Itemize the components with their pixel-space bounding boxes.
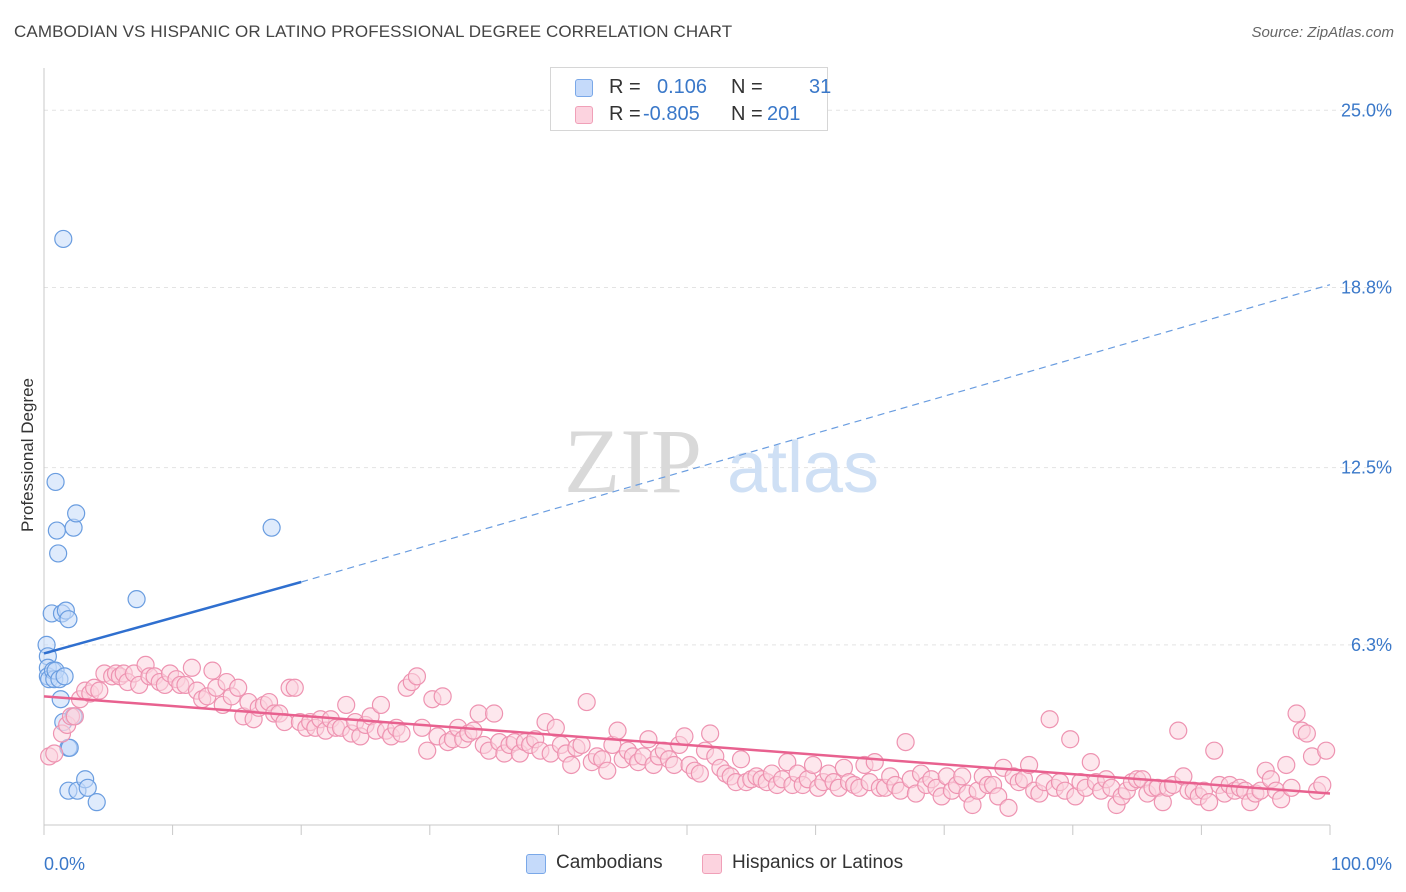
data-point [182, 658, 201, 677]
data-point [469, 704, 488, 723]
legend-row-hispanics: R = -0.805 N = 201 [551, 101, 827, 129]
data-point [989, 787, 1008, 806]
series-cambodians [37, 229, 281, 812]
legend-label-hispanics: Hispanics or Latinos [732, 852, 904, 873]
data-point [1313, 775, 1332, 795]
x-tick-label-max: 100.0% [1331, 854, 1392, 874]
data-point [46, 472, 65, 492]
data-point [67, 504, 86, 523]
legend-label-cambodians: Cambodians [556, 852, 663, 873]
r-value: 0.106 [657, 76, 708, 98]
x-tick-label-min: 0.0% [44, 854, 85, 874]
data-point [803, 755, 823, 775]
data-point [577, 692, 596, 712]
r-label: R = [609, 76, 641, 98]
data-point [1081, 753, 1100, 772]
data-point [1061, 730, 1080, 749]
legend-swatch-hispanics [575, 106, 593, 124]
n-value: 201 [767, 103, 801, 125]
data-point [54, 229, 73, 249]
data-point [407, 667, 427, 686]
legend-swatch-cambodians [575, 79, 593, 97]
data-point [87, 793, 106, 812]
data-point [371, 695, 391, 715]
data-point [1287, 704, 1306, 723]
correlation-legend: R = 0.106 N = 31 R = -0.805 N = 201 [550, 67, 831, 131]
data-point [45, 744, 64, 763]
r-value: -0.805 [643, 103, 700, 125]
data-point [90, 681, 109, 700]
data-point [598, 761, 617, 780]
data-point [262, 518, 281, 537]
data-point [1040, 710, 1059, 729]
data-points [37, 229, 1336, 817]
data-point [65, 707, 84, 726]
series-legend: Cambodians Hispanics or Latinos [0, 850, 1406, 880]
n-label: N = [731, 76, 763, 98]
data-point [562, 755, 581, 775]
y-tick-label: 25.0% [1341, 100, 1392, 120]
r-label: R = [609, 103, 641, 125]
data-point [865, 753, 884, 772]
data-point [1205, 741, 1224, 760]
data-point [59, 610, 78, 629]
series-hispanics [40, 655, 1336, 817]
n-label: N = [731, 103, 763, 125]
data-point [1169, 721, 1188, 740]
data-point [665, 755, 684, 775]
data-point [690, 764, 709, 783]
data-point [1317, 741, 1336, 760]
data-point [701, 724, 720, 743]
data-point [675, 727, 694, 746]
legend-swatch-hispanics [702, 854, 722, 874]
y-tick-label: 12.5% [1341, 458, 1392, 478]
data-point [546, 718, 565, 737]
data-point [285, 678, 304, 697]
data-point [1277, 755, 1296, 775]
data-point [953, 767, 972, 786]
data-point [608, 721, 627, 740]
axes [43, 68, 1331, 835]
data-point [433, 687, 452, 706]
trend-line-cambodians [43, 580, 302, 655]
source-label: Source: ZipAtlas.com [1251, 24, 1394, 41]
data-point [1200, 793, 1219, 812]
data-point [1019, 755, 1039, 775]
watermark-zip: ZIP [564, 410, 702, 512]
data-point [485, 704, 504, 723]
data-point [896, 732, 915, 752]
trend-line-hispanics [43, 695, 1331, 795]
watermark-atlas: atlas [727, 428, 879, 508]
legend-row-cambodians: R = 0.106 N = 31 [551, 74, 831, 102]
data-point [78, 778, 97, 797]
legend-swatch-cambodians [526, 854, 546, 874]
n-value: 31 [809, 76, 832, 98]
y-tick-label: 18.8% [1341, 278, 1392, 298]
data-point [47, 521, 66, 540]
trend-line-cambodians-extension [301, 284, 1331, 583]
data-point [229, 678, 248, 697]
data-point [203, 661, 222, 680]
data-point [1297, 724, 1316, 743]
data-point [1282, 778, 1301, 797]
data-point [127, 590, 146, 609]
gridlines [44, 109, 1392, 646]
data-point [639, 730, 658, 749]
trend-lines [43, 284, 1331, 795]
data-point [392, 724, 411, 743]
chart-title: CAMBODIAN VS HISPANIC OR LATINO PROFESSI… [14, 22, 733, 41]
data-point [464, 721, 483, 740]
data-point [731, 750, 751, 769]
data-point [55, 667, 74, 686]
y-tick-label: 6.3% [1351, 635, 1392, 655]
data-point [49, 544, 68, 563]
data-point [572, 735, 591, 755]
watermark: ZIP atlas [564, 410, 879, 512]
data-point [418, 741, 437, 760]
tick-labels: 6.3% 12.5% 18.8% 25.0% 0.0% 100.0% [44, 100, 1392, 874]
data-point [412, 718, 432, 737]
data-point [999, 798, 1018, 817]
data-point [337, 695, 356, 715]
